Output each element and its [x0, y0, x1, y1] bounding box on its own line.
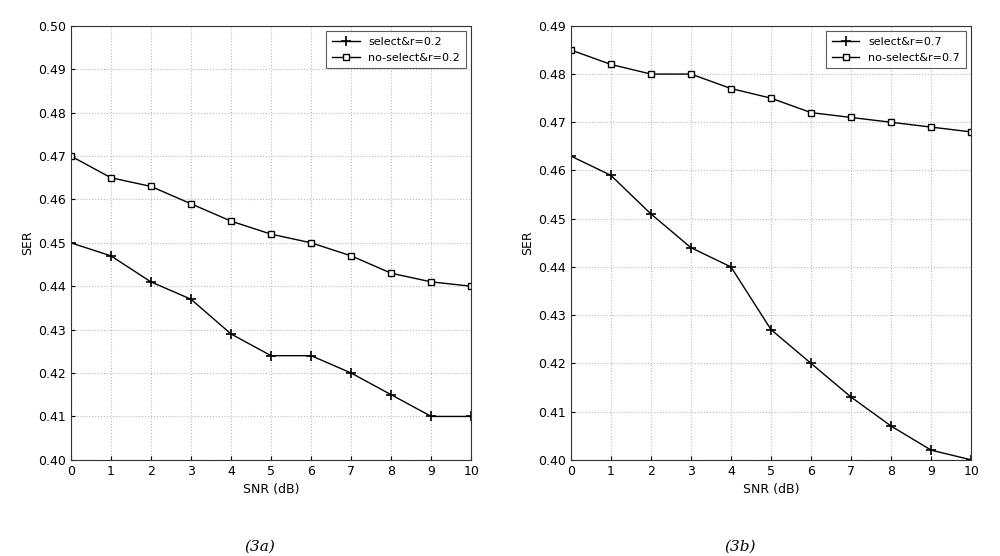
no-select&r=0.2	[425, 279, 437, 285]
no-select&r=0.7	[725, 85, 737, 92]
select&r=0.7	[565, 153, 577, 160]
Line: select&r=0.7: select&r=0.7	[566, 151, 976, 465]
select&r=0.2	[465, 413, 477, 420]
no-select&r=0.2	[265, 231, 277, 237]
no-select&r=0.2	[145, 183, 157, 190]
no-select&r=0.7	[765, 95, 777, 102]
X-axis label: SNR (dB): SNR (dB)	[743, 483, 799, 497]
select&r=0.2	[225, 331, 237, 337]
Line: no-select&r=0.7: no-select&r=0.7	[568, 47, 974, 135]
select&r=0.7	[725, 264, 737, 270]
Line: no-select&r=0.2: no-select&r=0.2	[68, 153, 474, 289]
no-select&r=0.7	[565, 47, 577, 53]
select&r=0.2	[345, 370, 357, 376]
select&r=0.2	[265, 353, 277, 359]
select&r=0.2	[305, 353, 317, 359]
Y-axis label: SER: SER	[21, 231, 34, 255]
select&r=0.7	[925, 447, 937, 454]
X-axis label: SNR (dB): SNR (dB)	[243, 483, 299, 497]
Text: (3a): (3a)	[245, 539, 275, 553]
select&r=0.2	[65, 240, 77, 246]
Y-axis label: SER: SER	[521, 231, 534, 255]
no-select&r=0.2	[345, 252, 357, 259]
select&r=0.2	[185, 296, 197, 302]
select&r=0.7	[685, 244, 697, 251]
Line: select&r=0.2: select&r=0.2	[66, 238, 476, 421]
no-select&r=0.7	[645, 71, 657, 77]
Legend: select&r=0.2, no-select&r=0.2: select&r=0.2, no-select&r=0.2	[326, 31, 466, 68]
select&r=0.7	[845, 394, 857, 400]
no-select&r=0.7	[885, 119, 897, 126]
no-select&r=0.2	[305, 240, 317, 246]
no-select&r=0.7	[605, 61, 617, 68]
select&r=0.7	[765, 326, 777, 333]
select&r=0.2	[105, 252, 117, 259]
select&r=0.2	[425, 413, 437, 420]
no-select&r=0.2	[105, 175, 117, 181]
no-select&r=0.7	[845, 114, 857, 121]
no-select&r=0.7	[965, 128, 977, 135]
select&r=0.7	[605, 172, 617, 178]
select&r=0.7	[805, 360, 817, 367]
select&r=0.7	[645, 211, 657, 217]
select&r=0.7	[885, 423, 897, 429]
no-select&r=0.2	[465, 283, 477, 290]
no-select&r=0.7	[685, 71, 697, 77]
Text: (3b): (3b)	[724, 539, 756, 553]
no-select&r=0.2	[65, 153, 77, 160]
select&r=0.7	[965, 456, 977, 463]
no-select&r=0.2	[385, 270, 397, 276]
no-select&r=0.7	[925, 124, 937, 131]
no-select&r=0.2	[225, 218, 237, 225]
select&r=0.2	[385, 391, 397, 398]
no-select&r=0.2	[185, 200, 197, 207]
select&r=0.2	[145, 279, 157, 285]
no-select&r=0.7	[805, 110, 817, 116]
Legend: select&r=0.7, no-select&r=0.7: select&r=0.7, no-select&r=0.7	[826, 31, 966, 68]
